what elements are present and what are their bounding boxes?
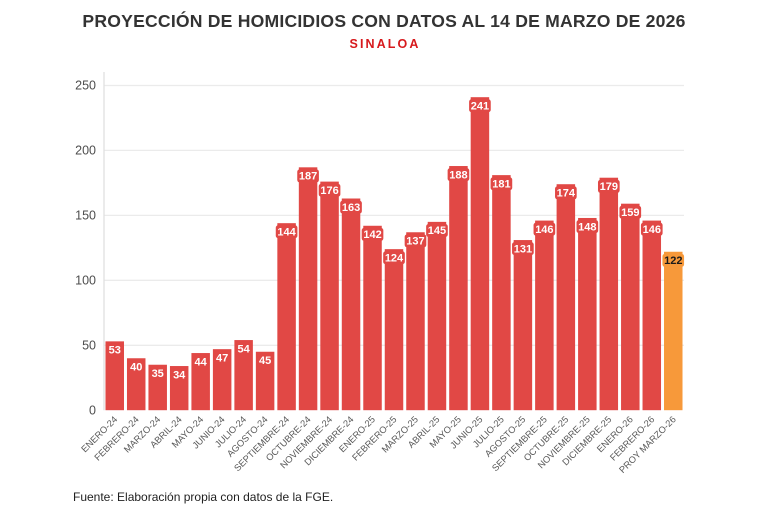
svg-text:137: 137 [406,236,424,248]
svg-text:174: 174 [557,188,576,200]
svg-text:50: 50 [82,339,96,353]
svg-text:44: 44 [195,356,208,368]
svg-text:148: 148 [578,221,596,233]
svg-text:241: 241 [471,100,489,112]
svg-text:188: 188 [449,169,467,181]
svg-text:176: 176 [320,185,338,197]
svg-text:131: 131 [514,243,532,255]
svg-text:179: 179 [600,181,618,193]
svg-text:122: 122 [664,255,682,267]
svg-text:100: 100 [75,274,96,288]
svg-text:145: 145 [428,225,446,237]
svg-text:146: 146 [643,224,661,236]
svg-text:144: 144 [277,226,296,238]
svg-text:150: 150 [75,209,96,223]
svg-text:124: 124 [385,252,404,264]
svg-text:0: 0 [89,403,96,417]
svg-text:163: 163 [342,202,360,214]
svg-text:40: 40 [130,362,142,374]
svg-text:34: 34 [173,369,186,381]
svg-text:181: 181 [492,178,510,190]
svg-text:200: 200 [75,144,96,158]
svg-text:47: 47 [216,352,228,364]
svg-text:45: 45 [259,355,271,367]
svg-text:187: 187 [299,171,317,183]
svg-text:53: 53 [109,345,121,357]
svg-text:142: 142 [363,229,381,241]
svg-text:146: 146 [535,224,553,236]
svg-text:159: 159 [621,207,639,219]
svg-text:35: 35 [152,368,164,380]
svg-text:250: 250 [75,79,96,93]
svg-text:54: 54 [238,343,251,355]
